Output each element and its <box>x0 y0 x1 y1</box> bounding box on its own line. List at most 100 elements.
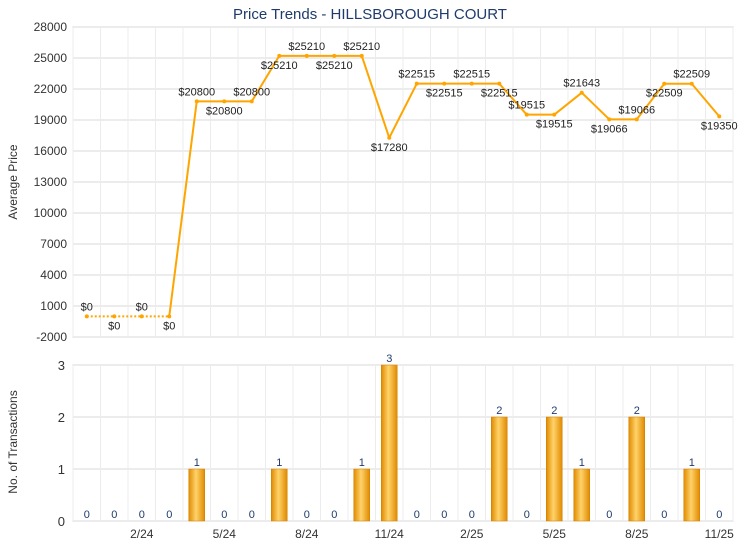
transactions-data-label: 0 <box>414 509 420 521</box>
transactions-bar <box>188 468 205 522</box>
transactions-data-label: 0 <box>606 509 612 521</box>
price-data-label: $25210 <box>316 60 353 72</box>
price-point <box>304 53 309 58</box>
transactions-data-label: 0 <box>249 509 255 521</box>
transactions-x-tick-label: 11/24 <box>375 527 404 541</box>
transactions-data-label: 1 <box>689 457 695 469</box>
transactions-y-tick-label: 2 <box>58 410 65 425</box>
transactions-data-label: 0 <box>661 509 667 521</box>
price-data-label: $22515 <box>426 88 463 100</box>
price-data-label: $0 <box>136 301 148 313</box>
price-line-segment <box>690 83 721 118</box>
price-y-tick-label: 22000 <box>34 82 68 96</box>
transactions-bar <box>573 468 590 522</box>
price-data-label: $0 <box>163 320 175 332</box>
price-point <box>249 99 254 104</box>
transactions-bar <box>353 468 370 522</box>
transactions-bar <box>381 364 398 522</box>
price-point <box>387 135 392 140</box>
price-point <box>359 53 364 58</box>
price-data-label: $19350 <box>701 120 738 132</box>
transactions-bar <box>271 468 288 522</box>
transactions-data-label: 0 <box>166 509 172 521</box>
transactions-data-label: 0 <box>111 509 117 521</box>
price-point <box>414 81 419 86</box>
price-data-label: $19515 <box>508 100 545 112</box>
price-y-axis: -2000 1000 4000 7000 10000 13000 16000 19000 220… <box>34 20 68 344</box>
transactions-data-label: 0 <box>469 509 475 521</box>
price-data-label: $25210 <box>288 41 325 53</box>
transactions-data-label: 0 <box>441 509 447 521</box>
transactions-data-label: 0 <box>304 509 310 521</box>
transactions-bar <box>491 416 508 522</box>
transactions-data-label: 1 <box>359 457 365 469</box>
price-data-labels: $0 $0 $0 $0 $20800 $20800 $20800 $25210 $25210 $2… <box>81 41 738 333</box>
price-y-axis-label: Average Price <box>6 144 20 219</box>
transactions-bars <box>188 364 700 522</box>
transactions-y-tick-label: 0 <box>58 514 65 529</box>
price-y-tick-label: 13000 <box>34 175 68 189</box>
price-point <box>442 81 447 86</box>
transactions-bar <box>546 416 563 522</box>
price-data-label: $19515 <box>536 119 573 131</box>
price-data-label: $0 <box>81 301 93 313</box>
price-data-label: $21643 <box>563 78 600 90</box>
transactions-x-tick-label: 8/24 <box>295 527 319 541</box>
transactions-data-label: 0 <box>84 509 90 521</box>
price-point <box>497 81 502 86</box>
price-data-label: $22509 <box>646 88 683 100</box>
transactions-data-label: 2 <box>634 405 640 417</box>
price-data-label: $20800 <box>206 105 243 117</box>
transactions-x-tick-label: 11/25 <box>705 527 734 541</box>
transactions-x-axis: 2/24 5/24 8/24 11/24 2/25 5/25 8/25 11/25 <box>130 527 734 541</box>
price-point <box>634 117 639 122</box>
price-point <box>662 81 667 86</box>
price-data-label: $20800 <box>233 86 270 98</box>
transactions-data-label: 0 <box>524 509 530 521</box>
transactions-bar <box>628 416 645 522</box>
price-point <box>332 53 337 58</box>
price-data-label: $22515 <box>398 69 435 81</box>
price-y-tick-label: 1000 <box>40 299 67 313</box>
transactions-bar <box>683 468 700 522</box>
price-line-segment <box>360 55 391 139</box>
price-point <box>84 314 89 319</box>
transactions-y-axis: 0 1 2 3 <box>58 358 65 529</box>
price-data-label: $20800 <box>178 86 215 98</box>
price-y-tick-label: 16000 <box>34 144 68 158</box>
price-y-tick-label: -2000 <box>36 330 67 344</box>
price-data-label: $17280 <box>371 142 408 154</box>
price-y-tick-label: 4000 <box>40 268 67 282</box>
price-y-tick-label: 25000 <box>34 51 68 65</box>
transactions-x-tick-label: 2/25 <box>460 527 484 541</box>
price-data-label: $25210 <box>343 41 380 53</box>
price-point <box>194 99 199 104</box>
transactions-y-tick-label: 3 <box>58 358 65 373</box>
price-point <box>607 117 612 122</box>
price-data-label: $22509 <box>673 69 710 81</box>
price-y-tick-label: 7000 <box>40 237 67 251</box>
transactions-y-tick-label: 1 <box>58 462 65 477</box>
transactions-y-axis-label: No. of Transactions <box>6 390 20 493</box>
transactions-data-label: 1 <box>194 457 200 469</box>
price-y-tick-label: 10000 <box>34 206 68 220</box>
price-y-tick-label: 28000 <box>34 20 68 34</box>
price-line-segment <box>635 83 666 120</box>
price-point <box>167 314 172 319</box>
chart-title: Price Trends - HILLSBOROUGH COURT <box>233 6 507 23</box>
transactions-x-tick-label: 5/25 <box>543 527 567 541</box>
price-data-label: $22515 <box>453 69 490 81</box>
transactions-data-label: 1 <box>579 457 585 469</box>
transactions-x-tick-label: 2/24 <box>130 527 154 541</box>
transactions-data-label: 1 <box>276 457 282 469</box>
price-line-segment <box>168 101 198 317</box>
price-point <box>469 81 474 86</box>
transactions-data-label: 2 <box>551 405 557 417</box>
transactions-data-label: 3 <box>386 353 392 365</box>
price-point <box>112 314 117 319</box>
price-data-label: $0 <box>108 320 120 332</box>
price-point <box>552 112 557 117</box>
price-line-segment <box>250 55 281 102</box>
